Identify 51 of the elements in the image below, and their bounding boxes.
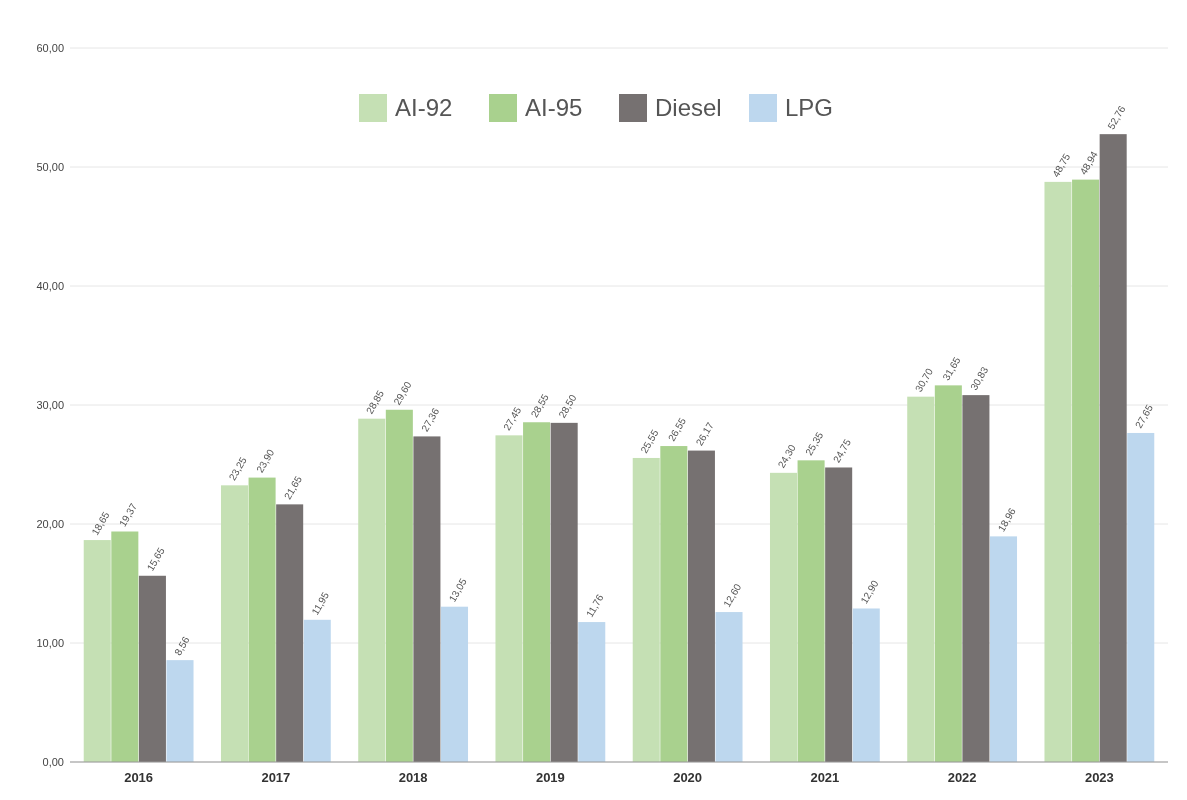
y-tick-label: 0,00 <box>42 755 64 768</box>
bar <box>413 436 441 762</box>
legend-label: AI-92 <box>395 94 453 122</box>
x-tick-label: 2016 <box>124 770 154 785</box>
bar <box>825 467 853 762</box>
y-tick-label: 40,00 <box>36 279 64 292</box>
bar <box>138 575 166 762</box>
bar <box>495 435 523 762</box>
x-tick-label: 2019 <box>535 770 565 785</box>
bar <box>852 608 880 762</box>
bar <box>1044 181 1072 762</box>
bar <box>385 409 413 762</box>
bar <box>358 418 386 762</box>
bar <box>523 422 551 762</box>
bar <box>907 396 935 762</box>
y-tick-label: 30,00 <box>36 398 64 411</box>
x-tick-label: 2017 <box>261 770 291 785</box>
x-tick-label: 2023 <box>1084 770 1114 785</box>
bar <box>303 619 331 762</box>
bar <box>1072 179 1100 762</box>
bar <box>934 385 962 762</box>
y-tick-label: 60,00 <box>36 41 64 54</box>
bar <box>962 395 990 762</box>
y-tick-label: 50,00 <box>36 160 64 173</box>
y-tick-label: 10,00 <box>36 636 64 649</box>
bar <box>660 446 688 762</box>
bar <box>83 540 111 762</box>
y-tick-label: 20,00 <box>36 517 64 530</box>
x-tick-label: 2018 <box>398 770 428 785</box>
bar <box>248 477 276 762</box>
x-tick-label: 2020 <box>673 770 703 785</box>
bar <box>687 450 715 762</box>
bar <box>111 531 139 762</box>
bar <box>715 612 743 762</box>
bar <box>166 660 194 762</box>
bar <box>632 457 660 762</box>
bar <box>769 472 798 762</box>
bar <box>550 422 578 762</box>
bar <box>989 536 1018 762</box>
legend-label: Diesel <box>655 94 722 122</box>
x-tick-label: 2022 <box>947 770 977 785</box>
bar <box>578 622 606 762</box>
bar <box>220 485 249 762</box>
bar <box>440 606 469 762</box>
bar <box>1127 432 1155 762</box>
x-tick-label: 2021 <box>810 770 840 785</box>
bar <box>1099 134 1127 762</box>
legend-label: AI-95 <box>525 94 583 122</box>
bar <box>797 460 825 762</box>
legend-label: LPG <box>785 94 834 122</box>
bar <box>276 504 304 762</box>
